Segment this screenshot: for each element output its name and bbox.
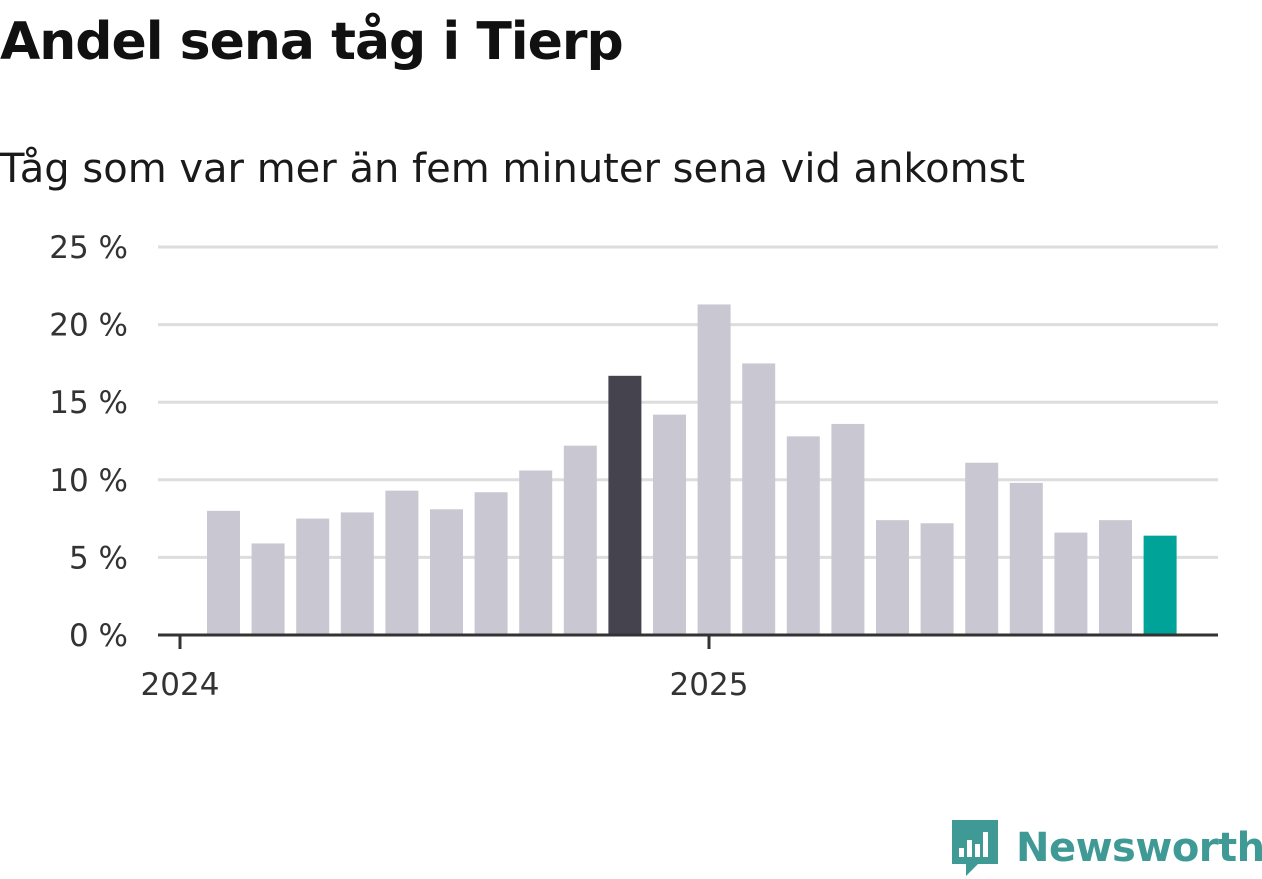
bar — [430, 509, 463, 635]
y-tick-label: 0 % — [69, 618, 128, 654]
bar — [519, 470, 553, 635]
x-tick-label: 2024 — [141, 667, 220, 703]
brand-name: Newsworthy — [1016, 825, 1262, 871]
bar — [920, 523, 954, 635]
y-tick-label: 25 % — [49, 230, 128, 266]
bar — [965, 462, 999, 635]
bar — [1143, 535, 1177, 635]
y-tick-label: 20 % — [49, 308, 128, 344]
x-tick-label: 2025 — [670, 667, 749, 703]
chart-title: Andel sena tåg i Tierp — [0, 12, 624, 72]
bar — [340, 512, 374, 635]
bar — [608, 375, 642, 635]
bar — [742, 363, 776, 635]
newsworthy-logo: Newsworthy — [950, 818, 1262, 878]
bar — [563, 445, 597, 635]
bar — [385, 490, 419, 635]
bar — [251, 543, 285, 635]
y-tick-label: 15 % — [49, 385, 128, 421]
chart-subtitle: Tåg som var mer än fem minuter sena vid … — [0, 146, 1026, 192]
y-tick-label: 5 % — [69, 540, 128, 576]
bar — [207, 510, 240, 635]
bar — [786, 436, 820, 635]
bar — [697, 304, 731, 635]
bar — [1009, 482, 1043, 635]
bar — [831, 423, 865, 635]
bar — [876, 520, 909, 635]
newsworthy-logo-icon — [952, 820, 998, 876]
bar — [653, 414, 686, 635]
bar — [296, 518, 330, 635]
bar — [1099, 520, 1132, 635]
bar — [474, 492, 508, 635]
y-tick-label: 10 % — [49, 463, 128, 499]
bar — [1054, 532, 1088, 635]
